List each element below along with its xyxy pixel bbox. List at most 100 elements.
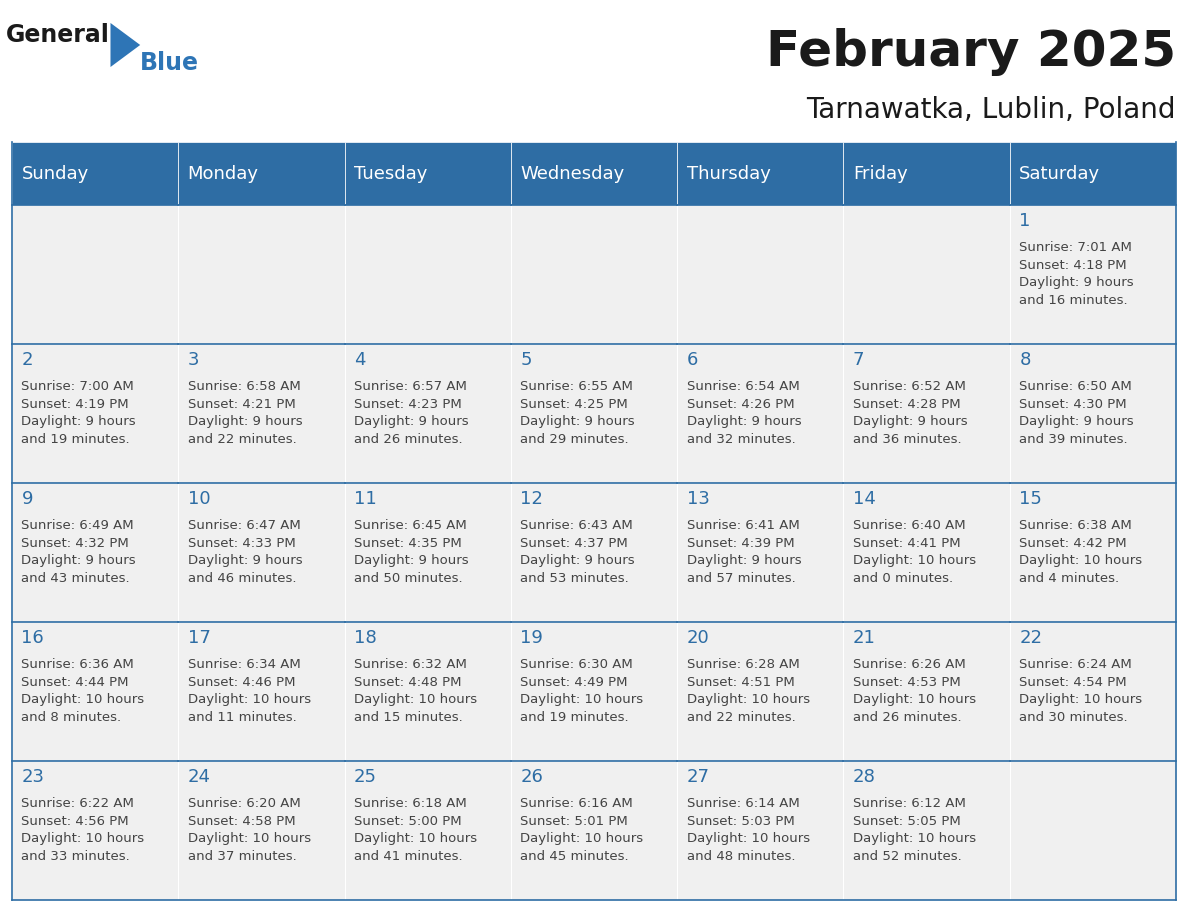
Bar [345, 483, 511, 621]
Text: Sunrise: 6:50 AM
Sunset: 4:30 PM
Daylight: 9 hours
and 39 minutes.: Sunrise: 6:50 AM Sunset: 4:30 PM Dayligh… [1019, 380, 1133, 446]
Text: Sunrise: 6:36 AM
Sunset: 4:44 PM
Daylight: 10 hours
and 8 minutes.: Sunrise: 6:36 AM Sunset: 4:44 PM Dayligh… [21, 658, 145, 724]
Bar [1010, 343, 1176, 483]
Text: 2: 2 [21, 351, 33, 369]
Text: Sunrise: 6:32 AM
Sunset: 4:48 PM
Daylight: 10 hours
and 15 minutes.: Sunrise: 6:32 AM Sunset: 4:48 PM Dayligh… [354, 658, 478, 724]
Text: 18: 18 [354, 629, 377, 647]
Bar [345, 761, 511, 900]
Text: 26: 26 [520, 768, 543, 786]
Text: 9: 9 [21, 490, 33, 508]
Bar [178, 343, 345, 483]
Bar [677, 142, 843, 205]
Text: Sunrise: 6:20 AM
Sunset: 4:58 PM
Daylight: 10 hours
and 37 minutes.: Sunrise: 6:20 AM Sunset: 4:58 PM Dayligh… [188, 798, 311, 863]
Bar [677, 343, 843, 483]
Text: Sunrise: 6:16 AM
Sunset: 5:01 PM
Daylight: 10 hours
and 45 minutes.: Sunrise: 6:16 AM Sunset: 5:01 PM Dayligh… [520, 798, 644, 863]
Bar [843, 343, 1010, 483]
Text: Tuesday: Tuesday [354, 164, 428, 183]
Text: Sunrise: 6:58 AM
Sunset: 4:21 PM
Daylight: 9 hours
and 22 minutes.: Sunrise: 6:58 AM Sunset: 4:21 PM Dayligh… [188, 380, 302, 446]
Text: 24: 24 [188, 768, 210, 786]
Bar [1010, 483, 1176, 621]
Text: 20: 20 [687, 629, 709, 647]
Text: Sunrise: 6:18 AM
Sunset: 5:00 PM
Daylight: 10 hours
and 41 minutes.: Sunrise: 6:18 AM Sunset: 5:00 PM Dayligh… [354, 798, 478, 863]
Text: Monday: Monday [188, 164, 259, 183]
Text: Thursday: Thursday [687, 164, 771, 183]
Bar [843, 621, 1010, 761]
Bar [178, 621, 345, 761]
Text: 1: 1 [1019, 212, 1031, 230]
Text: 27: 27 [687, 768, 709, 786]
Bar [12, 343, 178, 483]
Bar [1010, 142, 1176, 205]
Text: Sunrise: 6:55 AM
Sunset: 4:25 PM
Daylight: 9 hours
and 29 minutes.: Sunrise: 6:55 AM Sunset: 4:25 PM Dayligh… [520, 380, 634, 446]
Text: Sunrise: 6:34 AM
Sunset: 4:46 PM
Daylight: 10 hours
and 11 minutes.: Sunrise: 6:34 AM Sunset: 4:46 PM Dayligh… [188, 658, 311, 724]
Text: Sunrise: 6:38 AM
Sunset: 4:42 PM
Daylight: 10 hours
and 4 minutes.: Sunrise: 6:38 AM Sunset: 4:42 PM Dayligh… [1019, 520, 1143, 585]
Text: General: General [6, 23, 109, 47]
Text: Sunrise: 6:22 AM
Sunset: 4:56 PM
Daylight: 10 hours
and 33 minutes.: Sunrise: 6:22 AM Sunset: 4:56 PM Dayligh… [21, 798, 145, 863]
Text: Sunrise: 7:00 AM
Sunset: 4:19 PM
Daylight: 9 hours
and 19 minutes.: Sunrise: 7:00 AM Sunset: 4:19 PM Dayligh… [21, 380, 135, 446]
Bar [178, 142, 345, 205]
Bar [677, 205, 843, 343]
Text: 22: 22 [1019, 629, 1042, 647]
Text: 12: 12 [520, 490, 543, 508]
Text: 19: 19 [520, 629, 543, 647]
Text: Sunrise: 6:47 AM
Sunset: 4:33 PM
Daylight: 9 hours
and 46 minutes.: Sunrise: 6:47 AM Sunset: 4:33 PM Dayligh… [188, 520, 302, 585]
Bar [677, 621, 843, 761]
Polygon shape [110, 23, 140, 67]
Text: 6: 6 [687, 351, 699, 369]
Text: Sunrise: 6:40 AM
Sunset: 4:41 PM
Daylight: 10 hours
and 0 minutes.: Sunrise: 6:40 AM Sunset: 4:41 PM Dayligh… [853, 520, 977, 585]
Text: 13: 13 [687, 490, 709, 508]
Bar [345, 142, 511, 205]
Text: 14: 14 [853, 490, 876, 508]
Bar [12, 761, 178, 900]
Bar [843, 142, 1010, 205]
Bar [677, 483, 843, 621]
Text: Wednesday: Wednesday [520, 164, 625, 183]
Text: Sunrise: 6:12 AM
Sunset: 5:05 PM
Daylight: 10 hours
and 52 minutes.: Sunrise: 6:12 AM Sunset: 5:05 PM Dayligh… [853, 798, 977, 863]
Text: 11: 11 [354, 490, 377, 508]
Text: 28: 28 [853, 768, 876, 786]
Bar [677, 761, 843, 900]
Text: Sunrise: 7:01 AM
Sunset: 4:18 PM
Daylight: 9 hours
and 16 minutes.: Sunrise: 7:01 AM Sunset: 4:18 PM Dayligh… [1019, 241, 1133, 307]
Bar [12, 205, 178, 343]
Text: 16: 16 [21, 629, 44, 647]
Bar [843, 483, 1010, 621]
Text: Sunrise: 6:41 AM
Sunset: 4:39 PM
Daylight: 9 hours
and 57 minutes.: Sunrise: 6:41 AM Sunset: 4:39 PM Dayligh… [687, 520, 801, 585]
Text: Sunrise: 6:43 AM
Sunset: 4:37 PM
Daylight: 9 hours
and 53 minutes.: Sunrise: 6:43 AM Sunset: 4:37 PM Dayligh… [520, 520, 634, 585]
Bar [843, 761, 1010, 900]
Text: Sunrise: 6:24 AM
Sunset: 4:54 PM
Daylight: 10 hours
and 30 minutes.: Sunrise: 6:24 AM Sunset: 4:54 PM Dayligh… [1019, 658, 1143, 724]
Text: 10: 10 [188, 490, 210, 508]
Text: 8: 8 [1019, 351, 1031, 369]
Bar [345, 343, 511, 483]
Bar [1010, 205, 1176, 343]
Bar [1010, 621, 1176, 761]
Bar [511, 343, 677, 483]
Bar [511, 483, 677, 621]
Text: Tarnawatka, Lublin, Poland: Tarnawatka, Lublin, Poland [807, 96, 1176, 125]
Text: February 2025: February 2025 [766, 28, 1176, 75]
Text: Sunrise: 6:49 AM
Sunset: 4:32 PM
Daylight: 9 hours
and 43 minutes.: Sunrise: 6:49 AM Sunset: 4:32 PM Dayligh… [21, 520, 135, 585]
Bar [511, 761, 677, 900]
Text: 15: 15 [1019, 490, 1042, 508]
Text: Sunrise: 6:28 AM
Sunset: 4:51 PM
Daylight: 10 hours
and 22 minutes.: Sunrise: 6:28 AM Sunset: 4:51 PM Dayligh… [687, 658, 810, 724]
Text: Sunrise: 6:52 AM
Sunset: 4:28 PM
Daylight: 9 hours
and 36 minutes.: Sunrise: 6:52 AM Sunset: 4:28 PM Dayligh… [853, 380, 967, 446]
Text: Sunrise: 6:57 AM
Sunset: 4:23 PM
Daylight: 9 hours
and 26 minutes.: Sunrise: 6:57 AM Sunset: 4:23 PM Dayligh… [354, 380, 468, 446]
Bar [511, 142, 677, 205]
Text: Sunrise: 6:14 AM
Sunset: 5:03 PM
Daylight: 10 hours
and 48 minutes.: Sunrise: 6:14 AM Sunset: 5:03 PM Dayligh… [687, 798, 810, 863]
Bar [12, 621, 178, 761]
Text: Sunrise: 6:30 AM
Sunset: 4:49 PM
Daylight: 10 hours
and 19 minutes.: Sunrise: 6:30 AM Sunset: 4:49 PM Dayligh… [520, 658, 644, 724]
Text: 21: 21 [853, 629, 876, 647]
Bar [178, 205, 345, 343]
Text: Saturday: Saturday [1019, 164, 1100, 183]
Text: Friday: Friday [853, 164, 908, 183]
Text: Blue: Blue [140, 51, 200, 75]
Text: 3: 3 [188, 351, 200, 369]
Bar [12, 142, 178, 205]
Text: 23: 23 [21, 768, 44, 786]
Bar [345, 205, 511, 343]
Text: Sunday: Sunday [21, 164, 89, 183]
Bar [1010, 761, 1176, 900]
Bar [178, 761, 345, 900]
Bar [511, 205, 677, 343]
Text: Sunrise: 6:26 AM
Sunset: 4:53 PM
Daylight: 10 hours
and 26 minutes.: Sunrise: 6:26 AM Sunset: 4:53 PM Dayligh… [853, 658, 977, 724]
Bar [511, 621, 677, 761]
Bar [345, 621, 511, 761]
